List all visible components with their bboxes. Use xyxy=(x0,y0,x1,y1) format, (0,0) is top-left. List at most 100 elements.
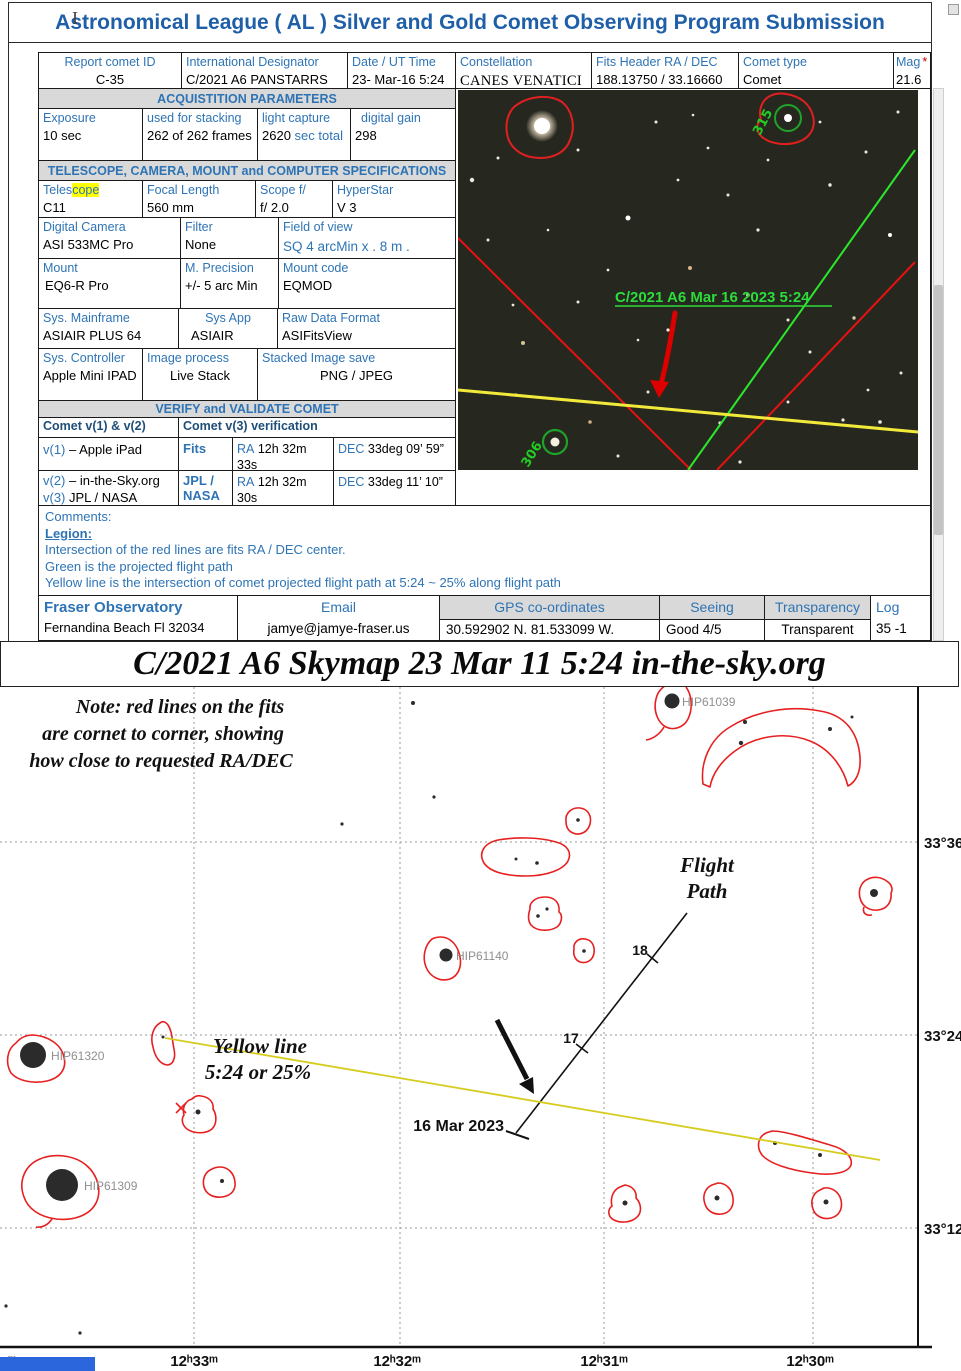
field-label: Digital Camera xyxy=(43,220,126,234)
field-fits-header-ra-dec: Fits Header RA / DEC 188.13750 / 33.1666… xyxy=(591,52,739,89)
field-label: International Designator xyxy=(186,55,319,69)
field-value: 21.6 xyxy=(896,71,922,87)
verify-v2-dec: DEC 33deg 11’ 10” xyxy=(333,470,456,506)
footer-log: Log 35 -1 xyxy=(870,595,931,641)
field-sys-controller: Sys. Controller Apple Mini IPAD xyxy=(38,348,143,401)
field-digital-gain: digital gain 298 xyxy=(350,108,456,161)
skymap-title: C/2021 A6 Skymap 23 Mar 11 5:24 in-the-s… xyxy=(133,645,826,682)
red-line-b xyxy=(716,261,916,470)
dec-label: DEC xyxy=(338,475,365,489)
field-value: ASIAIR xyxy=(191,327,234,343)
flight-path-line xyxy=(515,912,688,1134)
hip-label: HIP61140 xyxy=(456,949,509,963)
seeing-value: Good 4/5 xyxy=(666,622,722,637)
column-header: Comet v(3) verification xyxy=(183,419,318,433)
field-label: Teles xyxy=(43,183,73,197)
footer-observatory: Fraser Observatory Fernandina Beach Fl 3… xyxy=(38,595,238,641)
fits-image: 315 C/2021 A6 Mar 16 2023 5:24 306 xyxy=(458,90,918,470)
skymap-stars xyxy=(4,693,878,1335)
field-label: Constellation xyxy=(460,55,533,69)
field-label: Mag xyxy=(896,55,921,69)
dec-tick: 33°24’ xyxy=(924,1028,961,1045)
field-label: Image process xyxy=(147,351,229,365)
verify-col1-header: Comet v(1) & v(2) xyxy=(38,417,179,438)
verify-v1-tag: Fits xyxy=(178,437,233,471)
ra-label: RA xyxy=(237,475,255,489)
red-contour xyxy=(756,92,815,146)
field-value: 23- Mar-16 5:24 xyxy=(352,71,445,87)
verify-v2-source: v(2) – in-the-Sky.org v(3) JPL / NASA xyxy=(38,470,179,506)
field-label: Mount xyxy=(43,261,78,275)
field-value: 298 xyxy=(355,127,377,143)
field-label: light capture xyxy=(262,111,331,125)
note-line-2: are cornet to corner, showing xyxy=(42,723,284,745)
flight-path-end-tick xyxy=(505,1130,530,1140)
comment-line: Yellow line is the intersection of comet… xyxy=(45,575,561,590)
skymap-grid xyxy=(0,687,918,1347)
v2-tag: JPL / NASA xyxy=(183,473,220,503)
dec-value: 33deg 09’ 59” xyxy=(367,442,444,456)
field-label: Date / UT Time xyxy=(352,55,436,69)
field-value: ASIFitsView xyxy=(282,327,352,343)
field-digital-camera: Digital Camera ASI 533MC Pro xyxy=(38,217,181,259)
field-hyperstar: HyperStar V 3 xyxy=(332,180,456,218)
v3-text: JPL / NASA xyxy=(65,490,138,506)
hip-label: HIP61320 xyxy=(51,1049,105,1063)
note-line-3: how close to requested RA/DEC xyxy=(29,750,293,772)
section-header-label: TELESCOPE, CAMERA, MOUNT and COMPUTER SP… xyxy=(47,163,447,178)
field-sys-app: Sys App ASIAIR xyxy=(178,308,278,349)
scrollbar-thumb[interactable] xyxy=(934,285,943,535)
field-value: 188.13750 / 33.16660 xyxy=(596,71,723,87)
footer-transparency: Transparency Transparent xyxy=(764,595,871,641)
pointer-arrow xyxy=(494,1018,530,1081)
field-date-ut-time: Date / UT Time 23- Mar-16 5:24 xyxy=(347,52,456,89)
field-value: Live Stack xyxy=(170,367,230,383)
verify-v1-dec: DEC 33deg 09’ 59” xyxy=(333,437,456,471)
fits-note: Note: red lines on the fits are cornet t… xyxy=(29,696,293,772)
fits-background xyxy=(458,90,918,470)
flight-path-tick-17 xyxy=(575,1043,589,1054)
field-scope-f: Scope f/ f/ 2.0 xyxy=(255,180,333,218)
field-label: Report comet ID xyxy=(64,55,156,69)
green-circle xyxy=(541,428,569,456)
comments-block: Comments: Legion: Intersection of the re… xyxy=(38,505,931,596)
field-value: ASI 533MC Pro xyxy=(43,236,134,252)
form-title-band: Astronomical League ( AL ) Silver and Go… xyxy=(9,3,931,43)
field-value: EQMOD xyxy=(283,277,333,293)
field-label: Exposure xyxy=(43,111,96,125)
tick-label-18: 18 xyxy=(632,942,648,958)
field-value: SQ 4 arcMin x . 8 m . xyxy=(283,238,410,254)
field-sys-mainframe: Sys. Mainframe ASIAIR PLUS 64 xyxy=(38,308,179,349)
field-label: Focal Length xyxy=(147,183,220,197)
verify-v1-ra: RA 12h 32m 33s xyxy=(232,437,334,471)
field-value: +/- 5 arc Min xyxy=(185,277,258,293)
field-label: Sys. Controller xyxy=(43,351,125,365)
field-raw-data-format: Raw Data Format ASIFitsView xyxy=(277,308,456,349)
field-value: None xyxy=(185,236,217,252)
transparency-value: Transparent xyxy=(781,622,854,637)
red-arrow xyxy=(658,310,678,387)
hip-labels: HIP61039 HIP61140 HIP61320 HIP61309 xyxy=(51,695,736,1193)
red-arrow-head xyxy=(650,380,669,398)
dec-tick: 33°12’ xyxy=(924,1221,961,1238)
pointer-arrow-head xyxy=(519,1077,534,1094)
footer-gps: GPS co-ordinates 30.592902 N. 81.533099 … xyxy=(439,595,660,641)
flight-label-line1: Flight xyxy=(679,853,735,877)
section-header-verify: VERIFY and VALIDATE COMET xyxy=(38,400,456,418)
ra-tick: 12ʰ31ᵐ xyxy=(580,1353,628,1370)
verify-v2-ra: RA 12h 32m 30s xyxy=(232,470,334,506)
observatory-address: Fernandina Beach Fl 32034 xyxy=(44,619,205,635)
seeing-label: Seeing xyxy=(660,596,764,620)
ra-tick: 12ʰ33ᵐ xyxy=(170,1353,218,1370)
field-label: HyperStar xyxy=(337,183,394,197)
comment-line: Green is the projected flight path xyxy=(45,558,233,574)
field-value: Apple Mini IPAD xyxy=(43,367,137,383)
field-value: 262 of 262 frames xyxy=(147,127,252,143)
observatory-name: Fraser Observatory xyxy=(44,599,183,616)
v1-text: – Apple iPad xyxy=(65,442,143,457)
field-label: M. Precision xyxy=(185,261,254,275)
dec-label: DEC xyxy=(338,442,365,456)
reference-star xyxy=(784,114,792,122)
field-label: Stacked Image save xyxy=(262,351,376,365)
